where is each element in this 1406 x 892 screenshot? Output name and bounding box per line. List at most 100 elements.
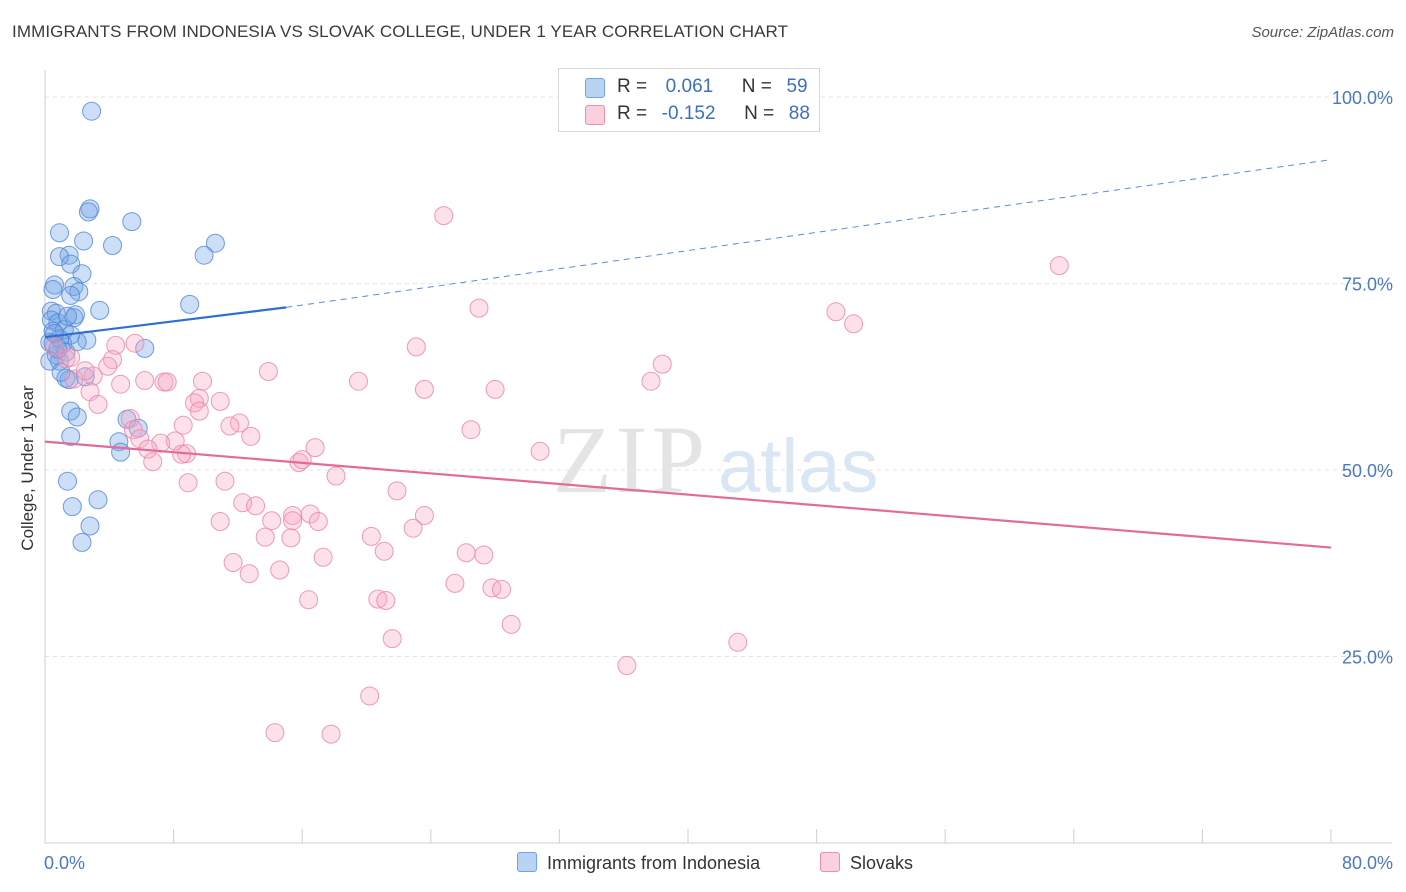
slovak-point	[434, 206, 454, 226]
indonesia-point	[66, 305, 85, 325]
slovak-point	[305, 438, 325, 458]
indonesia-point	[111, 442, 131, 462]
legend-swatch-slovaks	[585, 105, 605, 125]
indonesia-point	[88, 490, 108, 510]
slovak-point	[255, 527, 275, 547]
slovak-point	[1049, 256, 1069, 276]
slovak-point	[374, 541, 394, 561]
slovak-point	[143, 452, 163, 472]
slovak-point	[456, 543, 476, 563]
indonesia-point	[75, 367, 95, 387]
indonesia-point	[58, 471, 77, 491]
indonesia-trend-extension	[286, 159, 1332, 308]
watermark: ZIP atlas	[553, 406, 879, 513]
slovak-point	[403, 518, 423, 538]
legend-n-label: N =	[741, 76, 772, 97]
slovak-point	[382, 629, 402, 649]
chart-title: IMMIGRANTS FROM INDONESIA VS SLOVAK COLL…	[12, 22, 789, 41]
slovak-point	[445, 573, 465, 593]
indonesia-point	[82, 101, 102, 121]
slovak-point	[641, 371, 661, 391]
slovak-point	[321, 724, 341, 744]
indonesia-point	[90, 300, 110, 320]
slovak-point	[157, 372, 177, 392]
slovak-point	[485, 379, 505, 399]
slovak-point	[308, 512, 328, 531]
data-points	[40, 101, 1069, 744]
slovak-point	[313, 547, 333, 567]
indonesia-point	[58, 306, 77, 326]
slovak-point	[88, 394, 108, 414]
slovak-point	[501, 614, 521, 634]
gridlines	[45, 96, 1392, 657]
legend-swatch-indonesia	[585, 78, 605, 98]
bottom-legend-label-indonesia: Immigrants from Indonesia	[547, 853, 761, 873]
slovak-point	[135, 371, 155, 390]
slovak-point	[361, 526, 381, 546]
bottom-legend-slovaks: Slovaks	[820, 852, 913, 874]
slovak-point	[492, 579, 511, 599]
slovak-point	[461, 420, 481, 440]
indonesia-point	[61, 426, 81, 446]
legend-n-value: 59	[786, 76, 808, 97]
slovak-point	[652, 354, 672, 374]
slovak-point	[360, 686, 380, 706]
slovak-point	[292, 450, 312, 470]
indonesia-point	[72, 532, 92, 552]
slovak-point	[239, 564, 259, 584]
slovak-point	[414, 379, 434, 399]
bottom-legend-swatch-indonesia	[517, 852, 537, 872]
y-tick-label: 25.0%	[1342, 648, 1393, 668]
slovak-point	[178, 473, 198, 493]
slovak-point	[826, 302, 846, 322]
slovak-point	[349, 371, 368, 391]
source-label: Source: ZipAtlas.com	[1251, 24, 1394, 41]
x-tick-label-min: 0.0%	[44, 853, 85, 873]
slovak-point	[130, 429, 150, 449]
slovak-point	[283, 511, 303, 531]
slovak-point	[210, 391, 230, 411]
slovak-point	[215, 471, 235, 491]
indonesia-point	[205, 233, 225, 253]
indonesia-point	[80, 199, 100, 219]
slovak-point	[103, 350, 122, 370]
indonesia-point	[43, 280, 63, 299]
slovak-point	[64, 369, 84, 389]
indonesia-trend-line	[44, 306, 287, 339]
bottom-legend-label-slovaks: Slovaks	[850, 853, 914, 873]
axes	[44, 70, 1392, 844]
indonesia-point	[45, 324, 65, 343]
tick-labels: 25.0% 50.0% 75.0% 100.0% 0.0% 80.0%	[44, 88, 1393, 873]
legend-r-label: R =	[617, 76, 648, 97]
slovak-point	[210, 512, 230, 531]
slovak-point	[281, 528, 301, 548]
indonesia-point	[135, 338, 155, 358]
slovak-point	[265, 723, 285, 743]
watermark-zip: ZIP	[553, 406, 709, 513]
trend-lines	[44, 159, 1332, 549]
slovak-point	[299, 590, 319, 610]
indonesia-point	[61, 285, 81, 305]
slovak-point	[482, 578, 502, 598]
slovak-point	[406, 337, 426, 357]
x-tick-label-max: 80.0%	[1342, 853, 1393, 873]
slovak-point	[111, 374, 131, 394]
slovak-point	[258, 362, 278, 381]
slovak-point	[125, 333, 145, 353]
indonesia-point	[50, 223, 69, 243]
indonesia-point	[67, 407, 87, 427]
y-tick-label: 100.0%	[1332, 88, 1393, 108]
legend-r-value: -0.152	[661, 103, 716, 124]
indonesia-point	[180, 294, 200, 314]
indonesia-point	[103, 236, 122, 255]
indonesia-point	[122, 212, 142, 232]
legend-n-label: N =	[744, 103, 775, 124]
slovak-point	[106, 335, 126, 355]
indonesia-point	[80, 516, 100, 536]
slovak-point	[246, 496, 266, 516]
slovak-point	[262, 511, 282, 531]
slovak-point	[474, 545, 494, 565]
indonesia-point	[194, 245, 214, 265]
slovak-point	[223, 553, 243, 572]
